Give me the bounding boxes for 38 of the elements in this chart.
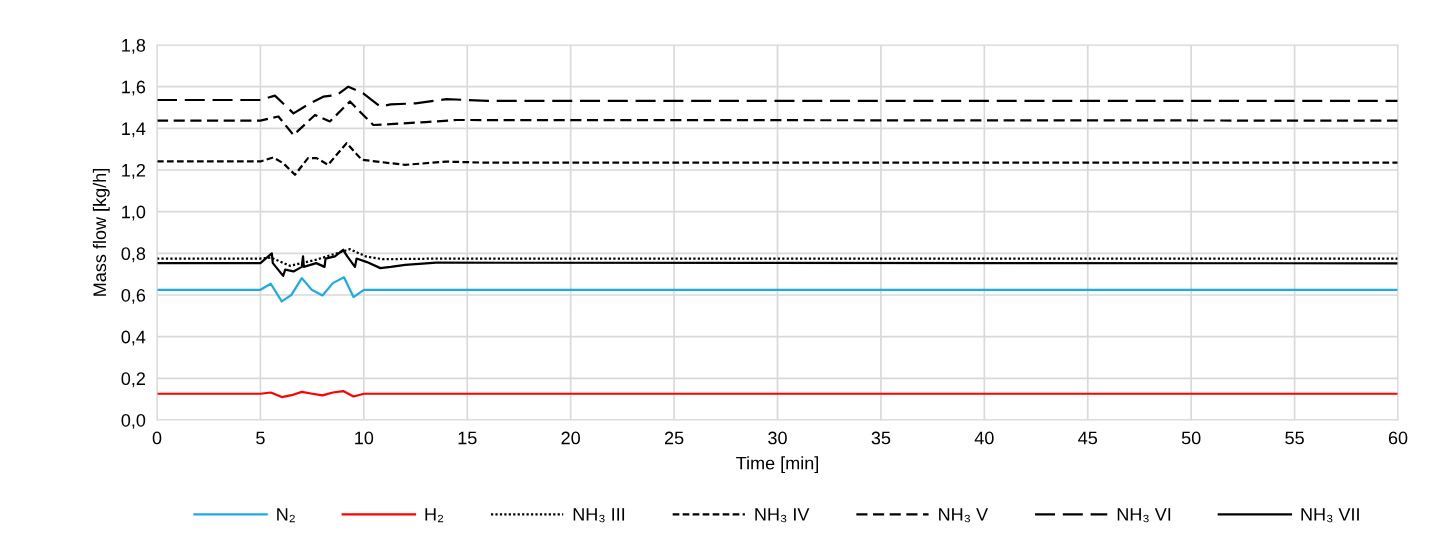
x-tick-label: 15 — [458, 431, 477, 445]
line-series — [157, 276, 1398, 303]
x-axis-title: Time [min] — [736, 456, 819, 474]
x-tick-label: 25 — [664, 431, 684, 445]
x-tick-label: 0 — [152, 431, 162, 445]
x-tick-label: 10 — [355, 431, 374, 445]
line-series — [157, 248, 1398, 277]
x-tick-label: 20 — [561, 431, 580, 445]
line-series — [157, 389, 1398, 399]
y-tick-label: 1,2 — [122, 163, 145, 179]
legend-label: H₂ — [425, 508, 444, 523]
line-series — [157, 142, 1398, 176]
y-tick-label: 0,4 — [121, 330, 146, 346]
legend-label: NH₃ VII — [1301, 508, 1359, 523]
y-tick-label: 0,0 — [121, 413, 146, 429]
line-series — [157, 100, 1398, 137]
x-tick-label: 50 — [1181, 431, 1201, 445]
x-tick-label: 5 — [256, 431, 265, 445]
y-tick-label: 1,0 — [122, 205, 146, 221]
x-tick-label: 60 — [1388, 431, 1408, 445]
x-tick-label: 55 — [1285, 431, 1304, 445]
x-tick-label: 45 — [1078, 431, 1098, 445]
y-tick-label: 0,2 — [121, 372, 145, 388]
legend-label: N₂ — [277, 508, 295, 523]
y-axis-title: Mass flow [kg/h] — [92, 169, 110, 296]
x-tick-label: 35 — [871, 431, 891, 445]
line-series — [157, 85, 1398, 115]
x-tick-label: 30 — [768, 431, 787, 445]
y-tick-label: 1,4 — [122, 122, 146, 138]
legend-label: NH₃ VI — [1117, 508, 1171, 523]
legend-label: NH₃ V — [939, 508, 989, 523]
y-tick-label: 1,8 — [122, 38, 146, 54]
y-tick-label: 0,8 — [121, 247, 146, 263]
y-tick-label: 1,6 — [122, 80, 146, 96]
legend-label: NH₃ IV — [755, 508, 810, 523]
x-tick-label: 40 — [974, 431, 994, 445]
legend-label: NH₃ III — [573, 508, 625, 523]
y-tick-label: 0,6 — [121, 288, 146, 304]
